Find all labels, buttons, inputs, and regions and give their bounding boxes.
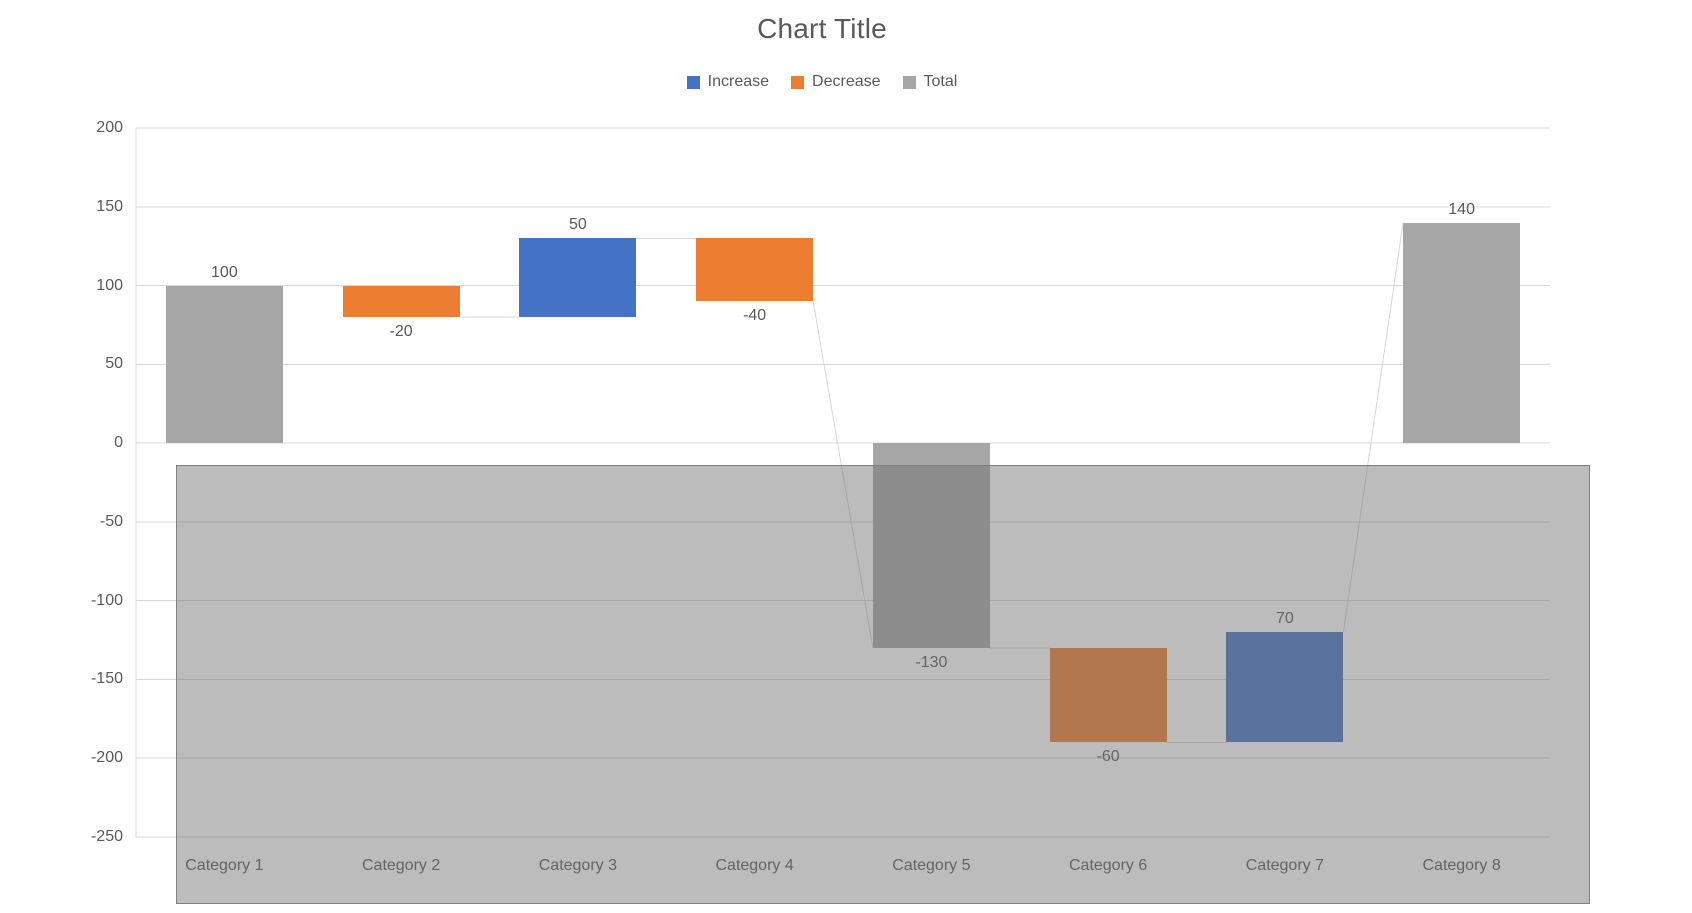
legend-swatch-increase [686,75,700,89]
x-label-category-6: Category 6 [1068,857,1148,874]
data-label-category-2: -20 [389,323,413,340]
y-tick--50: -50 [99,512,123,530]
data-label-category-6: -60 [1096,748,1120,766]
data-label-category-4: -40 [743,307,767,325]
chart-title: Chart Title [757,13,887,44]
y-tick-50: 50 [105,355,123,373]
bar-category-3[interactable] [519,238,637,317]
bar-category-5[interactable] [872,443,990,648]
bar-category-1[interactable] [165,285,283,443]
data-label-category-7: 70 [1275,610,1294,627]
legend-swatch-total [902,75,916,89]
bar-category-6[interactable] [1049,647,1167,743]
legend-swatch-decrease [791,75,805,89]
y-tick--150: -150 [90,670,123,688]
legend-item-increase[interactable]: Increase [686,73,770,90]
x-label-category-4: Category 4 [715,857,794,874]
bar-category-2[interactable] [342,285,460,317]
data-label-category-8: 140 [1448,200,1475,218]
x-label-category-3: Category 3 [538,857,617,874]
x-label-category-1: Category 1 [185,857,264,874]
x-label-category-5: Category 5 [892,857,971,874]
legend-label: Decrease [812,73,881,90]
y-tick-100: 100 [96,276,123,294]
data-label-category-5: -130 [915,653,948,671]
bar-category-8[interactable] [1403,222,1521,443]
gray-overlay-rectangle[interactable] [176,465,1590,904]
legend-item-total[interactable]: Total [902,73,958,90]
x-label-category-2: Category 2 [361,857,441,874]
bar-category-4[interactable] [696,238,814,302]
x-label-category-8: Category 8 [1422,857,1501,874]
data-label-category-3: 50 [568,216,587,234]
x-label-category-7: Category 7 [1245,857,1324,874]
legend-item-decrease[interactable]: Decrease [791,73,881,90]
chart-legend: Increase Decrease Total [115,70,1529,94]
y-tick--200: -200 [90,749,123,766]
bar-category-7[interactable] [1226,632,1344,743]
y-tick-0: 0 [114,434,123,451]
y-tick-150: 150 [96,197,123,215]
y-tick--100: -100 [90,591,123,609]
legend-label: Increase [707,73,770,90]
y-tick-200: 200 [96,119,123,136]
y-tick--250: -250 [90,827,123,845]
data-label-category-1: 100 [211,263,238,281]
legend-label: Total [923,73,958,90]
